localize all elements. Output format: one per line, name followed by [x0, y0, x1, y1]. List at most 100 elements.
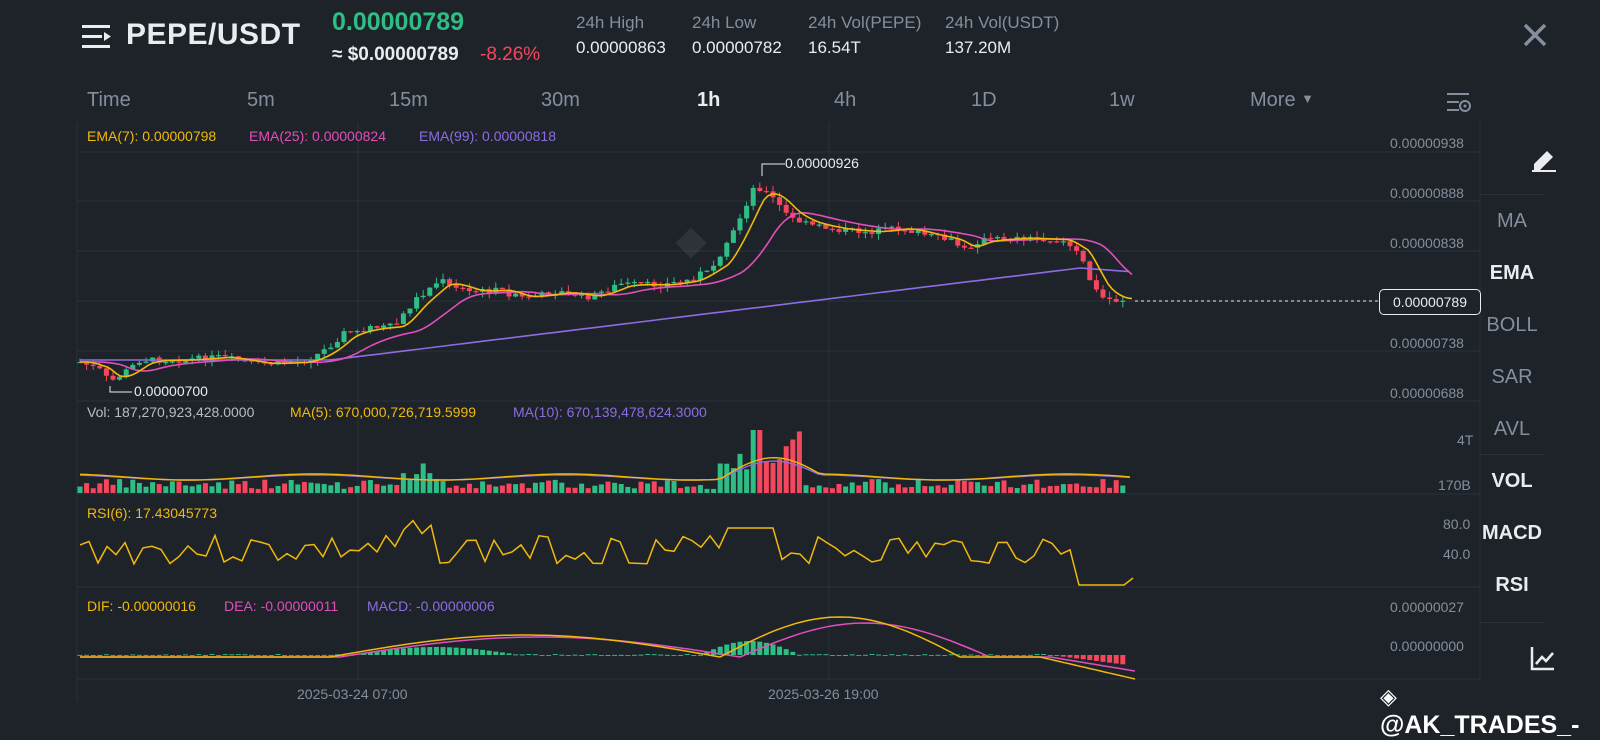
candle — [717, 256, 723, 266]
macd-bar — [1100, 655, 1106, 662]
candle — [605, 291, 611, 293]
volume-bar — [737, 453, 743, 493]
candle — [400, 313, 406, 324]
volume-bar — [724, 463, 730, 493]
candle — [737, 218, 743, 231]
sidebar-item-boll[interactable]: BOLL — [1486, 314, 1538, 336]
candle — [684, 279, 690, 283]
sidebar-item-ma[interactable]: MA — [1497, 210, 1527, 232]
candle — [447, 279, 453, 286]
candles — [77, 182, 1126, 382]
chart-type-icon[interactable] — [1530, 645, 1556, 671]
macd-bar — [803, 654, 809, 656]
volume-bar — [176, 481, 182, 493]
tab-time[interactable]: Time — [87, 89, 131, 111]
macd-bar — [981, 655, 987, 656]
volume-bar — [328, 485, 334, 493]
candle — [143, 361, 149, 363]
volume-bar — [420, 463, 426, 493]
tab-30m[interactable]: 30m — [541, 89, 580, 111]
macd-bar — [796, 654, 802, 656]
macd-bar — [1113, 655, 1119, 664]
candle — [123, 369, 129, 377]
macd-bar — [334, 654, 340, 656]
tab-15m[interactable]: 15m — [389, 89, 428, 111]
candle — [843, 228, 849, 232]
macd-bar — [928, 655, 934, 656]
macd-bar — [763, 642, 769, 655]
candle — [354, 330, 360, 333]
macd-bar — [546, 655, 552, 656]
tab-1h[interactable]: 1h — [697, 89, 721, 111]
volume-bar — [876, 479, 882, 493]
candle — [922, 230, 928, 235]
volume-bar — [486, 484, 492, 493]
macd-bar — [539, 655, 545, 656]
macd-bar — [143, 654, 149, 656]
menu-icon[interactable] — [80, 22, 114, 52]
pair-title[interactable]: PEPE/USDT — [126, 18, 301, 51]
volume-bar — [829, 488, 835, 493]
volume-bar — [1054, 485, 1060, 493]
volume-bar — [895, 484, 901, 493]
macd-bar — [427, 647, 433, 655]
candle — [994, 236, 1000, 239]
sidebar-item-rsi[interactable]: RSI — [1495, 574, 1529, 596]
volume-bar — [1120, 485, 1126, 493]
volume-bar — [1080, 486, 1086, 493]
volume-bar — [499, 485, 505, 493]
volume-bar — [618, 484, 624, 493]
macd-bar — [704, 651, 710, 655]
volume-bar — [460, 487, 466, 493]
macd-bar — [262, 655, 268, 656]
volume-bar — [1067, 484, 1073, 493]
close-icon[interactable] — [1518, 18, 1552, 52]
kline-chart[interactable] — [0, 0, 1600, 720]
tab-4h[interactable]: 4h — [834, 89, 857, 111]
volume-bar — [97, 483, 103, 493]
draw-icon[interactable] — [1530, 146, 1558, 172]
candle — [559, 291, 565, 295]
tab-1d[interactable]: 1D — [971, 89, 997, 111]
macd-bar — [909, 655, 915, 656]
volume-bar — [994, 481, 1000, 493]
volume-bar — [836, 483, 842, 493]
macd-bar — [183, 654, 189, 656]
volume-bar — [400, 473, 406, 493]
caret-down-icon: ▼ — [1301, 91, 1315, 106]
sidebar-item-macd[interactable]: MACD — [1482, 522, 1542, 544]
tab-1w[interactable]: 1w — [1109, 89, 1135, 111]
volume-bar — [480, 481, 486, 493]
candle — [565, 291, 571, 293]
macd-bar — [935, 654, 941, 656]
macd-bar — [367, 652, 373, 655]
volume-bar — [315, 483, 321, 493]
sidebar-item-sar[interactable]: SAR — [1491, 366, 1533, 388]
volume-bar — [691, 486, 697, 493]
stat-24h-low-value: 0.00000782 — [692, 38, 782, 57]
volume-bar — [394, 484, 400, 493]
macd-tick: 0.00000000 — [1390, 638, 1464, 654]
sidebar-item-avl[interactable]: AVL — [1493, 418, 1531, 440]
volume-bar — [381, 485, 387, 493]
sidebar-item-vol[interactable]: VOL — [1491, 470, 1533, 492]
tab-more[interactable]: More ▼ — [1250, 89, 1314, 112]
macd-bar — [1074, 655, 1080, 659]
volume-bar — [658, 486, 664, 493]
volume-bar — [268, 488, 274, 493]
chart-settings-icon[interactable] — [1446, 90, 1472, 114]
macd-bar — [130, 654, 136, 656]
candle — [275, 360, 281, 365]
volume-bar — [625, 486, 631, 493]
sidebar-item-ema[interactable]: EMA — [1489, 262, 1535, 284]
candle — [981, 237, 987, 245]
dif-label: DIF: -0.00000016 — [87, 598, 196, 614]
volume-bar — [565, 487, 571, 493]
candle — [367, 326, 373, 332]
candle — [414, 297, 420, 309]
macd-bar — [862, 654, 868, 656]
volume-bar — [975, 482, 981, 493]
volume-bar — [361, 480, 367, 493]
tab-5m[interactable]: 5m — [247, 89, 275, 111]
macd-bar — [1001, 655, 1007, 656]
